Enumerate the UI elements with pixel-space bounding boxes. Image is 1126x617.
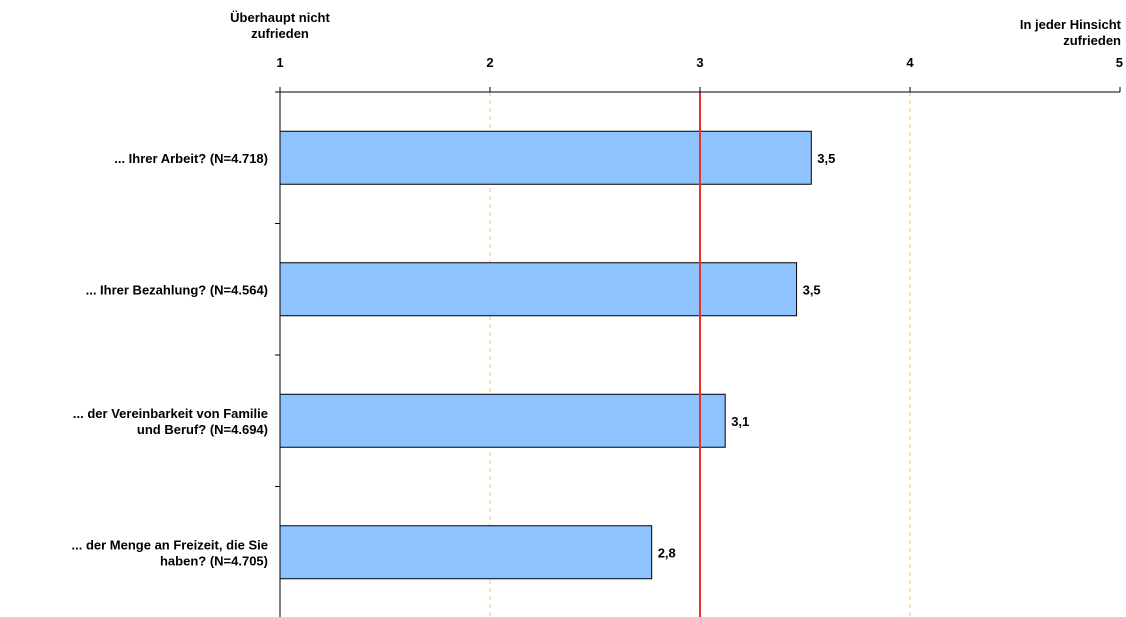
bar-2 <box>279 262 798 317</box>
x-tick-label-5: 5 <box>1116 55 1123 70</box>
scale-left-label-line-1: Überhaupt nicht <box>230 10 330 25</box>
bar-3 <box>279 393 726 448</box>
category-label-2-line-1: ... Ihrer Bezahlung? (N=4.564) <box>86 282 268 297</box>
category-label-4-line-2: haben? (N=4.705) <box>160 553 268 568</box>
category-label-3-line-2: und Beruf? (N=4.694) <box>137 422 268 437</box>
scale-right-label-line-1: In jeder Hinsicht <box>1020 17 1122 32</box>
x-tick-label-2: 2 <box>486 55 493 70</box>
scale-left-label-line-2: zufrieden <box>251 26 309 41</box>
value-label-2: 3,5 <box>803 282 821 297</box>
x-tick-label-1: 1 <box>276 55 283 70</box>
value-label-3: 3,1 <box>731 414 749 429</box>
value-label-1: 3,5 <box>817 151 835 166</box>
bar-1 <box>279 130 812 185</box>
x-tick-label-3: 3 <box>696 55 703 70</box>
bar-4 <box>279 525 653 580</box>
category-label-4-line-1: ... der Menge an Freizeit, die Sie <box>72 537 269 552</box>
x-tick-label-4: 4 <box>906 55 914 70</box>
category-label-1-line-1: ... Ihrer Arbeit? (N=4.718) <box>114 151 268 166</box>
scale-right-label-line-2: zufrieden <box>1063 33 1121 48</box>
category-label-3-line-1: ... der Vereinbarkeit von Familie <box>73 406 268 421</box>
bars <box>279 130 812 580</box>
value-label-4: 2,8 <box>658 545 676 560</box>
axes <box>275 87 1121 617</box>
